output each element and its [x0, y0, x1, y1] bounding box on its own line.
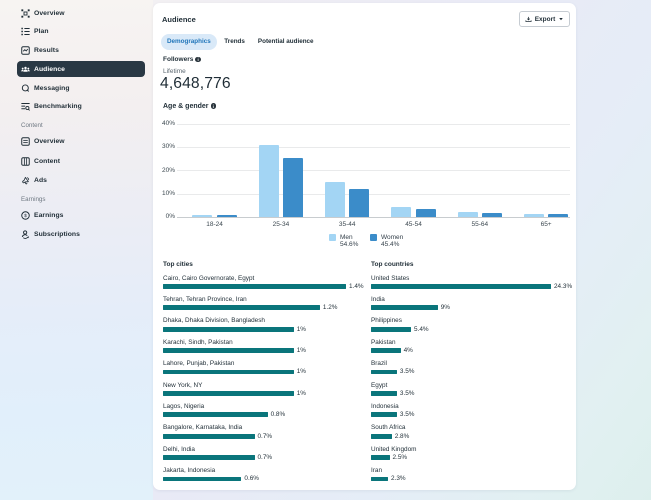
svg-text:$: $ — [24, 213, 27, 219]
